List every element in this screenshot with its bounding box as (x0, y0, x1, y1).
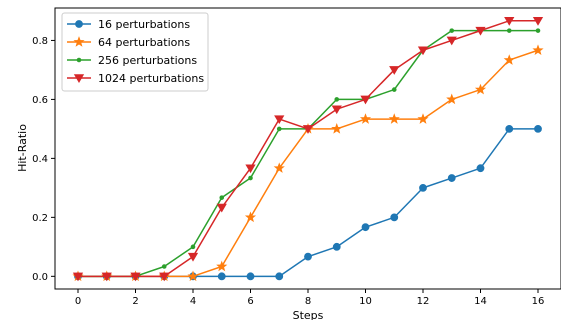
data-point (417, 46, 429, 56)
data-point (474, 83, 487, 95)
legend-entry: 16 perturbations (67, 18, 190, 31)
y-tick-label: 0.8 (32, 36, 48, 47)
x-tick-label: 14 (474, 296, 487, 307)
data-point (276, 126, 282, 132)
data-point (535, 28, 541, 33)
data-point (532, 17, 544, 26)
legend-marker (75, 20, 83, 28)
legend-marker (73, 36, 85, 47)
data-point (244, 211, 257, 223)
data-point (504, 17, 515, 26)
data-point (534, 124, 542, 133)
data-point (360, 95, 371, 105)
series-1 (74, 124, 542, 281)
legend-label: 16 perturbations (98, 18, 190, 31)
x-tick-label: 6 (247, 296, 253, 307)
data-point (388, 113, 400, 124)
data-point (390, 213, 399, 222)
y-axis-ticks: 0.0 0.2 0.4 0.6 0.8 (32, 36, 55, 283)
data-point (446, 36, 457, 46)
data-point (447, 174, 456, 182)
data-point (245, 164, 256, 174)
data-point (475, 26, 486, 36)
data-point (331, 105, 342, 115)
data-point (304, 252, 312, 261)
data-point (130, 272, 141, 282)
data-point (248, 175, 253, 181)
data-point (275, 272, 284, 281)
data-point (101, 272, 112, 282)
data-point (274, 115, 285, 125)
data-point (161, 264, 167, 269)
data-point (273, 162, 285, 173)
data-point (391, 87, 397, 92)
legend-marker (73, 74, 85, 83)
data-point (446, 93, 458, 105)
data-point (503, 54, 515, 65)
data-point (417, 113, 429, 124)
series-layer (72, 17, 544, 282)
legend-label: 64 perturbations (98, 36, 190, 49)
legend-box (61, 12, 209, 92)
data-point (419, 183, 427, 192)
data-point (505, 124, 514, 133)
y-tick-label: 0.4 (32, 154, 48, 165)
data-point (246, 272, 255, 281)
data-point (361, 223, 370, 232)
y-axis-label: Hit-Ratio (16, 124, 29, 172)
legend-entry: 1024 perturbations (67, 72, 204, 85)
data-point (332, 242, 341, 251)
x-axis-ticks: 0 2 4 6 8 10 12 14 16 (75, 289, 545, 307)
data-point (359, 113, 372, 124)
legend-label: 1024 perturbations (98, 72, 204, 85)
legend: 16 perturbations 64 perturbations 256 pert… (61, 12, 209, 92)
data-point (219, 195, 225, 200)
x-axis-label: Steps (293, 309, 324, 320)
data-point (159, 272, 170, 282)
data-point (449, 28, 455, 33)
x-tick-label: 4 (190, 296, 196, 307)
data-point (216, 260, 228, 272)
x-tick-label: 10 (359, 296, 372, 307)
data-point (476, 164, 485, 173)
y-tick-label: 0.0 (32, 272, 48, 283)
series-4 (72, 17, 544, 282)
data-point (187, 270, 199, 282)
x-tick-label: 2 (132, 296, 138, 307)
data-point (506, 28, 512, 33)
data-point (334, 97, 340, 102)
x-tick-label: 8 (305, 296, 311, 307)
legend-marker (76, 57, 82, 63)
data-point (190, 244, 196, 250)
data-point (532, 44, 544, 55)
data-point (302, 125, 314, 134)
y-tick-label: 0.6 (32, 95, 48, 106)
x-tick-label: 16 (532, 296, 545, 307)
data-point (187, 252, 199, 262)
legend-entry: 64 perturbations (67, 36, 190, 49)
x-tick-label: 12 (417, 296, 430, 307)
data-point (331, 123, 343, 134)
y-tick-label: 0.2 (32, 213, 48, 224)
data-point (216, 203, 227, 213)
data-point (72, 272, 84, 282)
legend-label: 256 perturbations (98, 54, 197, 67)
data-point (217, 272, 226, 281)
x-tick-label: 0 (75, 296, 81, 307)
legend-entry: 256 perturbations (67, 54, 197, 67)
data-point (389, 66, 400, 75)
